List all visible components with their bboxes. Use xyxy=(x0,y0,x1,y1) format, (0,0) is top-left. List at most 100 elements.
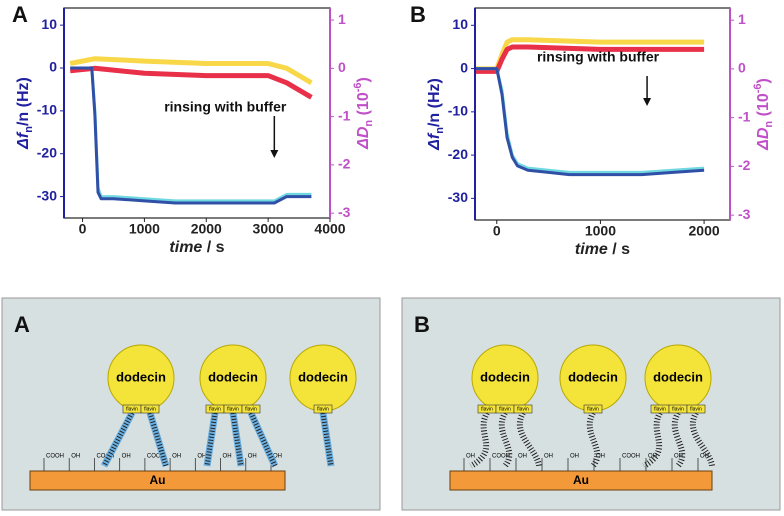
y-axis-label-part: Δf xyxy=(15,131,32,150)
flavin-label: flavin xyxy=(587,406,599,412)
y2-tick-label: -1 xyxy=(738,108,751,124)
y2-tick-label: 0 xyxy=(338,59,346,75)
x-axis-label-part: time xyxy=(169,239,202,256)
strand-rungs xyxy=(101,411,135,468)
strand-rungs xyxy=(147,412,169,467)
flavin-label: flavin xyxy=(144,406,156,412)
substrate xyxy=(29,470,286,491)
y2-tick-label: -2 xyxy=(738,157,751,173)
annotation: rinsing with buffer xyxy=(164,99,287,115)
y-tick-label: -10 xyxy=(37,102,57,118)
flavin-label: flavin xyxy=(481,406,493,412)
panel-label: A xyxy=(12,2,28,27)
ligand-label: OH xyxy=(544,454,553,460)
y-tick-label: -30 xyxy=(37,187,57,203)
data-line xyxy=(476,67,705,177)
substrate-label: Au xyxy=(150,473,166,487)
y-axis-label-part: /n (Hz) xyxy=(15,77,32,126)
ligand-label: COOH xyxy=(147,454,165,460)
y-axis-label-part: n xyxy=(434,127,446,134)
ligand-label: OH xyxy=(648,454,657,460)
strand xyxy=(498,411,513,468)
ligand-label: OH xyxy=(273,454,282,460)
y2-axis-label-part: (10 xyxy=(755,93,772,121)
strand xyxy=(203,412,219,467)
dodecin-label: dodecin xyxy=(116,369,166,384)
flavin-box xyxy=(513,404,533,414)
ligand-label: OH xyxy=(466,454,475,460)
y2-axis-label: ΔDn (10-6) xyxy=(352,77,375,150)
ligand-label: COOH xyxy=(492,454,510,460)
flavin-label: flavin xyxy=(126,406,138,412)
ligand-label: OH xyxy=(71,454,80,460)
dodecin-label: dodecin xyxy=(298,369,348,384)
annotation-arrowhead xyxy=(270,150,279,158)
flavin-label: flavin xyxy=(499,406,511,412)
x-axis-label-part: / s xyxy=(608,241,630,258)
flavin-box xyxy=(140,404,160,414)
ligand-label: OH xyxy=(700,454,709,460)
ligand-label: OH xyxy=(518,454,527,460)
x-tick-label: 0 xyxy=(79,221,87,237)
y-tick-label: -10 xyxy=(448,103,468,119)
y2-axis-label-part: -6 xyxy=(752,83,764,93)
x-axis-label-part: / s xyxy=(202,239,224,256)
x-tick-label: 4000 xyxy=(314,221,345,237)
y2-tick-label: 1 xyxy=(738,11,746,27)
strand xyxy=(586,411,601,468)
y2-axis-label-part: ) xyxy=(355,77,372,82)
strand-rungs xyxy=(248,411,278,468)
diagram-label: A xyxy=(14,312,30,337)
data-line xyxy=(476,67,705,174)
y-tick-label: -20 xyxy=(37,144,57,160)
ligand-label: OH xyxy=(223,454,232,460)
strand xyxy=(671,411,686,468)
flavin-label: flavin xyxy=(654,406,666,412)
flavin-label: flavin xyxy=(517,406,529,412)
y2-axis-label-part: (10 xyxy=(355,92,372,120)
ligand-label: OH xyxy=(248,454,257,460)
y2-tick-label: 0 xyxy=(738,60,746,76)
annotation-arrowhead xyxy=(643,98,652,106)
annotation: rinsing with buffer xyxy=(537,49,660,65)
strand xyxy=(229,412,245,467)
flavin-box xyxy=(686,404,706,414)
y2-axis-label-part: ΔD xyxy=(755,127,772,151)
dodecin-label: dodecin xyxy=(653,369,703,384)
flavin-label: flavin xyxy=(227,406,239,412)
y2-axis-label-part: -6 xyxy=(352,82,364,92)
x-axis-label-part: time xyxy=(575,241,608,258)
strand xyxy=(516,411,542,467)
y2-axis-label-part: ΔD xyxy=(355,126,372,150)
ligand-label: OH xyxy=(674,454,683,460)
y-axis-label-part: Δf xyxy=(426,132,443,151)
y-axis-label: Δfn/n (Hz) xyxy=(426,78,446,151)
diagram-label: B xyxy=(414,312,430,337)
data-line xyxy=(70,66,312,203)
substrate-label: Au xyxy=(573,473,589,487)
ligand-label: OH xyxy=(122,454,131,460)
dodecin-label: dodecin xyxy=(480,369,530,384)
y-tick-label: -20 xyxy=(448,146,468,162)
x-tick-label: 1000 xyxy=(129,221,160,237)
y-tick-label: 0 xyxy=(460,59,468,75)
flavin-box xyxy=(583,404,603,414)
flavin-box xyxy=(313,404,333,414)
ligand-label: OH xyxy=(570,454,579,460)
y2-tick-label: -2 xyxy=(338,156,351,172)
y-tick-label: 0 xyxy=(49,59,57,75)
x-tick-label: 2000 xyxy=(689,223,720,239)
y2-tick-label: -1 xyxy=(338,107,351,123)
ligand-label: OH xyxy=(172,454,181,460)
y-tick-label: 10 xyxy=(452,16,468,32)
strand xyxy=(642,411,663,469)
flavin-label: flavin xyxy=(672,406,684,412)
y2-axis-label-part: n xyxy=(363,120,375,127)
strand xyxy=(689,411,715,467)
ligand-label: OH xyxy=(197,454,206,460)
y2-axis-label: ΔDn (10-6) xyxy=(752,78,775,151)
ligand-label: COOH xyxy=(46,454,64,460)
y-tick-label: -30 xyxy=(448,189,468,205)
substrate xyxy=(449,470,713,491)
